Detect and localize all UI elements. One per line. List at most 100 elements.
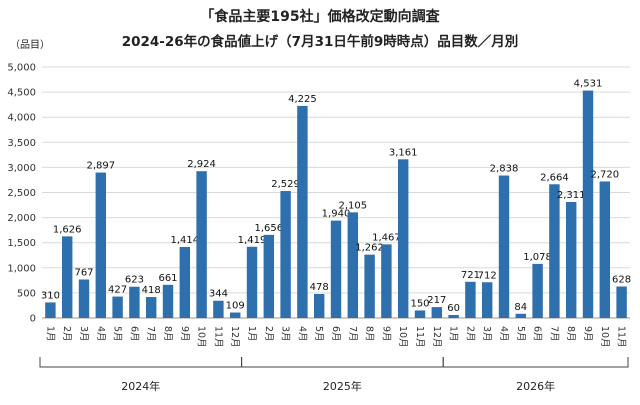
y-tick-label: 2,000	[7, 213, 36, 224]
x-tick-label: 3月	[280, 326, 291, 342]
y-tick-label: 0	[30, 314, 36, 325]
y-tick-label: 3,500	[7, 138, 36, 149]
x-tick-label: 8月	[565, 326, 576, 342]
bar-value-label: 4,225	[288, 94, 317, 105]
x-tick-label: 2月	[61, 326, 72, 342]
bar	[599, 181, 611, 318]
bar	[532, 263, 543, 318]
x-tick-label: 4月	[498, 326, 509, 342]
y-tick-label: 5,000	[7, 63, 36, 74]
y-tick-label: 500	[17, 288, 36, 299]
bar	[347, 212, 359, 318]
x-tick-label: 3月	[78, 326, 89, 342]
x-tick-label: 12月	[431, 326, 442, 348]
y-tick-label: 2,500	[7, 188, 36, 199]
x-tick-label: 8月	[364, 326, 375, 342]
bar	[431, 307, 443, 318]
year-group-label: 2026年	[516, 379, 555, 393]
bar-value-label: 2,529	[271, 179, 300, 190]
year-bracket	[241, 357, 444, 368]
year-group-label: 2025年	[323, 379, 362, 393]
bar-value-label: 150	[410, 298, 429, 309]
x-tick-label: 7月	[145, 326, 156, 342]
year-bracket	[442, 357, 629, 368]
bar	[112, 296, 123, 318]
bar	[61, 236, 73, 318]
bar	[246, 246, 258, 318]
bar-value-label: 1,656	[254, 223, 283, 234]
bar-value-label: 1,414	[170, 235, 199, 246]
x-tick-label: 5月	[112, 326, 123, 342]
x-tick-label: 2月	[263, 326, 274, 342]
x-tick-label: 3月	[481, 326, 492, 342]
x-tick-label: 10月	[397, 326, 408, 348]
y-tick-label: 4,000	[7, 113, 36, 124]
bar-value-label: 2,924	[187, 159, 216, 170]
bar-value-label: 1,262	[355, 243, 384, 254]
bar-value-label: 2,105	[338, 200, 367, 211]
bar	[330, 220, 342, 318]
bar	[297, 105, 308, 318]
bar-value-label: 418	[142, 285, 161, 296]
x-tick-label: 1月	[246, 326, 257, 342]
bar	[549, 184, 560, 318]
bar-value-label: 310	[41, 290, 60, 301]
bar	[364, 254, 375, 318]
bar-value-label: 1,419	[238, 235, 267, 246]
bar	[45, 302, 56, 318]
x-tick-label: 7月	[347, 326, 358, 342]
bar	[95, 172, 107, 318]
x-tick-label: 8月	[162, 326, 173, 342]
bar	[465, 281, 476, 318]
x-tick-label: 9月	[582, 326, 593, 342]
bar	[213, 300, 224, 318]
bar-value-label: 478	[310, 282, 329, 293]
bar-value-label: 767	[74, 267, 93, 278]
chart-title: 「食品主要195社」価格改定動向調査	[200, 9, 440, 25]
bar-value-label: 109	[226, 301, 245, 312]
x-tick-label: 11月	[212, 326, 223, 348]
bar	[179, 247, 191, 318]
y-tick-label: 3,000	[7, 163, 36, 174]
bar	[196, 171, 207, 318]
bar-value-label: 2,897	[86, 161, 115, 172]
bar	[280, 191, 291, 318]
x-tick-label: 6月	[128, 326, 139, 342]
bar	[313, 294, 325, 318]
x-tick-label: 4月	[296, 326, 307, 342]
x-tick-label: 1月	[448, 326, 459, 342]
x-tick-label: 6月	[532, 326, 543, 342]
bar-value-label: 1,626	[53, 224, 82, 235]
bar-value-label: 3,161	[389, 147, 418, 158]
bar	[129, 286, 140, 318]
bar	[162, 284, 174, 318]
bar	[616, 286, 627, 318]
y-tick-label: 1,500	[7, 238, 36, 249]
bar-value-label: 2,664	[540, 172, 569, 183]
bar-value-label: 2,838	[490, 164, 519, 175]
bar-value-label: 1,078	[523, 252, 552, 263]
bar-value-label: 217	[427, 295, 446, 306]
chart-subtitle: 2024-26年の食品値上げ（7月31日午前9時時点）品目数／月別	[121, 34, 519, 50]
x-tick-label: 5月	[515, 326, 526, 342]
y-axis-unit-label: （品目）	[10, 40, 50, 51]
bar	[498, 175, 510, 318]
bar	[263, 234, 275, 318]
bar-value-label: 1,940	[322, 209, 351, 220]
bar	[229, 312, 241, 318]
x-tick-label: 7月	[548, 326, 559, 342]
x-tick-label: 9月	[380, 326, 391, 342]
bar-value-label: 661	[158, 273, 177, 284]
bar-value-label: 60	[447, 303, 460, 314]
bar	[397, 159, 409, 318]
x-tick-label: 9月	[179, 326, 190, 342]
bar	[145, 297, 157, 318]
x-tick-label: 5月	[313, 326, 324, 342]
bar-value-label: 344	[209, 289, 228, 300]
bar	[481, 282, 493, 318]
bar-value-label: 721	[461, 270, 480, 281]
x-tick-label: 11月	[414, 326, 425, 348]
bar-value-label: 427	[108, 285, 127, 296]
